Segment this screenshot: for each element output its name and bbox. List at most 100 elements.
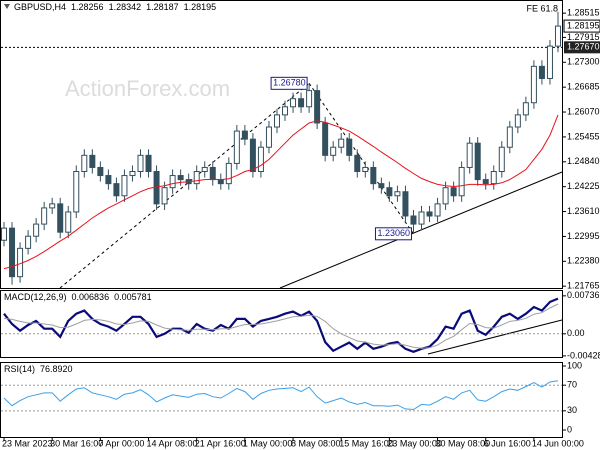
y-tick-label: 1.25455 <box>567 131 600 141</box>
candle-body <box>225 162 232 185</box>
candle-body <box>25 235 32 249</box>
x-tick-label: 23 May 00:00 <box>387 438 442 448</box>
candle-body <box>418 211 425 225</box>
panel-frame <box>0 362 563 438</box>
candle-body <box>121 175 128 197</box>
candle-body <box>346 138 353 156</box>
candle-body <box>65 211 72 233</box>
y-tick-label: 1.22995 <box>567 231 600 241</box>
indicator-line <box>3 303 559 349</box>
candle-body <box>161 187 168 205</box>
candle-body <box>177 175 184 181</box>
annotation-label: 1.23060 <box>377 228 410 238</box>
candle-body <box>137 154 144 173</box>
header-value: 0.005781 <box>114 292 152 302</box>
candle-body <box>442 187 449 205</box>
y-tick-label: 1.27300 <box>567 57 600 67</box>
candle-body <box>298 98 305 108</box>
panel-title: MACD(12,26,9) <box>4 292 67 302</box>
y-tick-label: 1.28515 <box>567 8 600 18</box>
y-tick-label: 30 <box>567 405 577 415</box>
header-value: 1.28187 <box>146 2 179 12</box>
candle-body <box>434 203 441 217</box>
candle-body <box>290 98 297 108</box>
candle-body <box>41 207 48 225</box>
annotation-box <box>374 227 412 241</box>
header-value: 1.28195 <box>184 2 217 12</box>
candle-body <box>514 114 521 128</box>
header-value: 1.28256 <box>71 2 104 12</box>
candle-body <box>129 171 136 177</box>
x-tick-label: 30 Mar 16:00 <box>50 438 103 448</box>
current-price-box <box>563 19 600 33</box>
y-tick-label: 1.26685 <box>567 82 600 92</box>
header-value: 0.006836 <box>72 292 110 302</box>
y-tick-label: 0.00 <box>567 328 585 338</box>
x-tick-label: 7 Apr 00:00 <box>98 438 144 448</box>
candle-body <box>169 175 176 189</box>
candle-body <box>81 154 88 173</box>
candle-body <box>241 130 248 140</box>
candle-body <box>450 187 457 197</box>
candle-body <box>1 227 8 241</box>
annotation-label: 1.26780 <box>273 78 306 88</box>
y-tick-label: -0.004286 <box>567 350 600 360</box>
current-price-label: 1.28195 <box>567 20 600 30</box>
y-tick-label: 1.24225 <box>567 181 600 191</box>
panel-title: RSI(14) <box>4 364 35 374</box>
candle-body <box>482 179 489 185</box>
candle-body <box>249 138 256 173</box>
candle-body <box>530 65 537 104</box>
candle-body <box>273 114 280 128</box>
y-tick-label: 70 <box>567 380 577 390</box>
candle-body <box>49 203 56 209</box>
y-tick-label: 1.21765 <box>567 281 600 291</box>
candle-body <box>546 45 553 79</box>
candle-body <box>402 191 409 217</box>
candle-body <box>370 166 377 185</box>
candle-body <box>426 211 433 217</box>
x-tick-label: 30 May 08:00 <box>436 438 491 448</box>
x-tick-label: 15 May 16:00 <box>339 438 394 448</box>
x-tick-label: 1 May 00:00 <box>243 438 293 448</box>
x-tick-label: 21 Apr 16:00 <box>195 438 246 448</box>
candle-body <box>354 154 361 173</box>
candle-body <box>378 183 385 189</box>
watermark: ActionForex.com <box>65 76 230 101</box>
candle-body <box>362 166 369 173</box>
y-tick-label: 0.007366 <box>567 290 600 300</box>
panel-frame <box>0 290 563 358</box>
candle-body <box>490 171 497 185</box>
candle-body <box>265 126 272 148</box>
candle-body <box>57 203 64 233</box>
x-tick-label: 23 Mar 2023 <box>2 438 53 448</box>
panel-frame <box>0 0 563 289</box>
candle-body <box>89 154 96 168</box>
moving-average <box>3 114 559 270</box>
candle-body <box>257 146 264 173</box>
candle-body <box>522 102 529 116</box>
candle-body <box>554 25 561 47</box>
candle-body <box>105 175 112 185</box>
fe-label: FE 61.8 <box>526 3 558 13</box>
x-tick-label: 8 May 08:00 <box>291 438 341 448</box>
candle-body <box>306 90 313 108</box>
y-tick-label: 1.24840 <box>567 156 600 166</box>
level-label: 1.27670 <box>567 42 600 52</box>
candle-body <box>282 106 289 116</box>
y-tick-label: 1.22380 <box>567 256 600 266</box>
y-tick-label: 1.27915 <box>567 32 600 42</box>
candle-body <box>466 142 473 168</box>
candle-body <box>9 227 16 278</box>
x-tick-label: 14 Jun 00:00 <box>532 438 584 448</box>
candle-body <box>458 166 465 197</box>
candle-body <box>410 215 417 225</box>
candle-body <box>193 171 200 185</box>
candle-body <box>233 130 240 164</box>
candle-body <box>217 179 224 185</box>
y-tick-label: 1.23610 <box>567 206 600 216</box>
candle-body <box>201 166 208 173</box>
x-tick-label: 6 Jun 16:00 <box>484 438 531 448</box>
annotation-box <box>270 76 308 90</box>
